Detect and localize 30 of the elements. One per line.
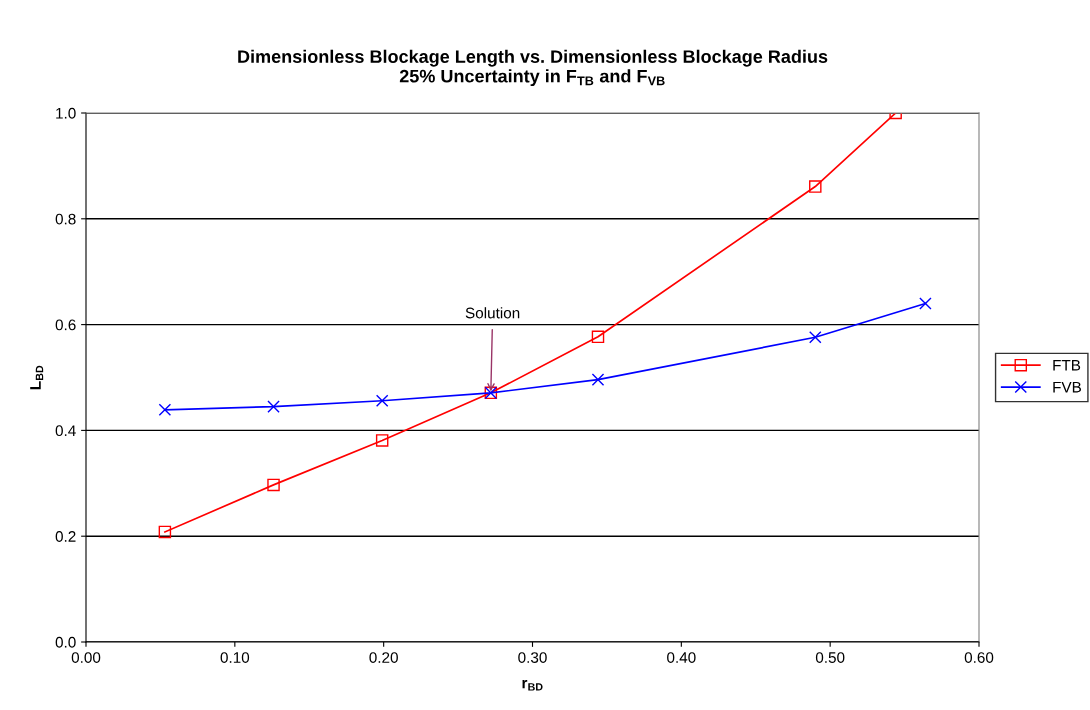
y-tick-label: 1.0 [56, 107, 76, 119]
x-tick-label: 0.50 [815, 652, 845, 663]
x-axis-title: r$_{BD}$ [522, 679, 543, 691]
y-tick-label: 0.0 [55, 636, 76, 648]
point [809, 331, 822, 344]
y-tick-label: 0.8 [55, 213, 76, 225]
point [591, 373, 605, 386]
legend-label: FTB [1053, 360, 1081, 371]
y-axis-title: L$_{BD}$ [30, 365, 44, 390]
point [375, 394, 389, 408]
point [591, 330, 605, 344]
y-tick-label: 0.6 [55, 319, 76, 331]
legend-label: FVB [1053, 381, 1081, 393]
chart-title: Dimensionless Blockage Length vs. Dimensionless Blockage Radius 25% Uncertainty in F$_{TB}$ and F$_{VB}$ [238, 49, 828, 87]
point [375, 434, 389, 447]
point [267, 478, 280, 492]
x-tick-label: 0.60 [964, 652, 994, 663]
point [158, 403, 172, 417]
y-tick-label: 0.2 [55, 531, 76, 542]
y-tick-label: 0.4 [55, 425, 76, 437]
x-tick-label: 0.40 [667, 652, 696, 663]
x-tick-label: 0.10 [220, 652, 250, 663]
point [809, 180, 822, 193]
x-tick-label: 0.20 [369, 652, 398, 663]
point [919, 297, 932, 310]
annotation: Solution [465, 307, 520, 319]
x-tick-label: 0.30 [518, 652, 547, 663]
point [158, 525, 172, 539]
point [267, 400, 280, 413]
x-tick-label: 0.00 [71, 652, 101, 663]
